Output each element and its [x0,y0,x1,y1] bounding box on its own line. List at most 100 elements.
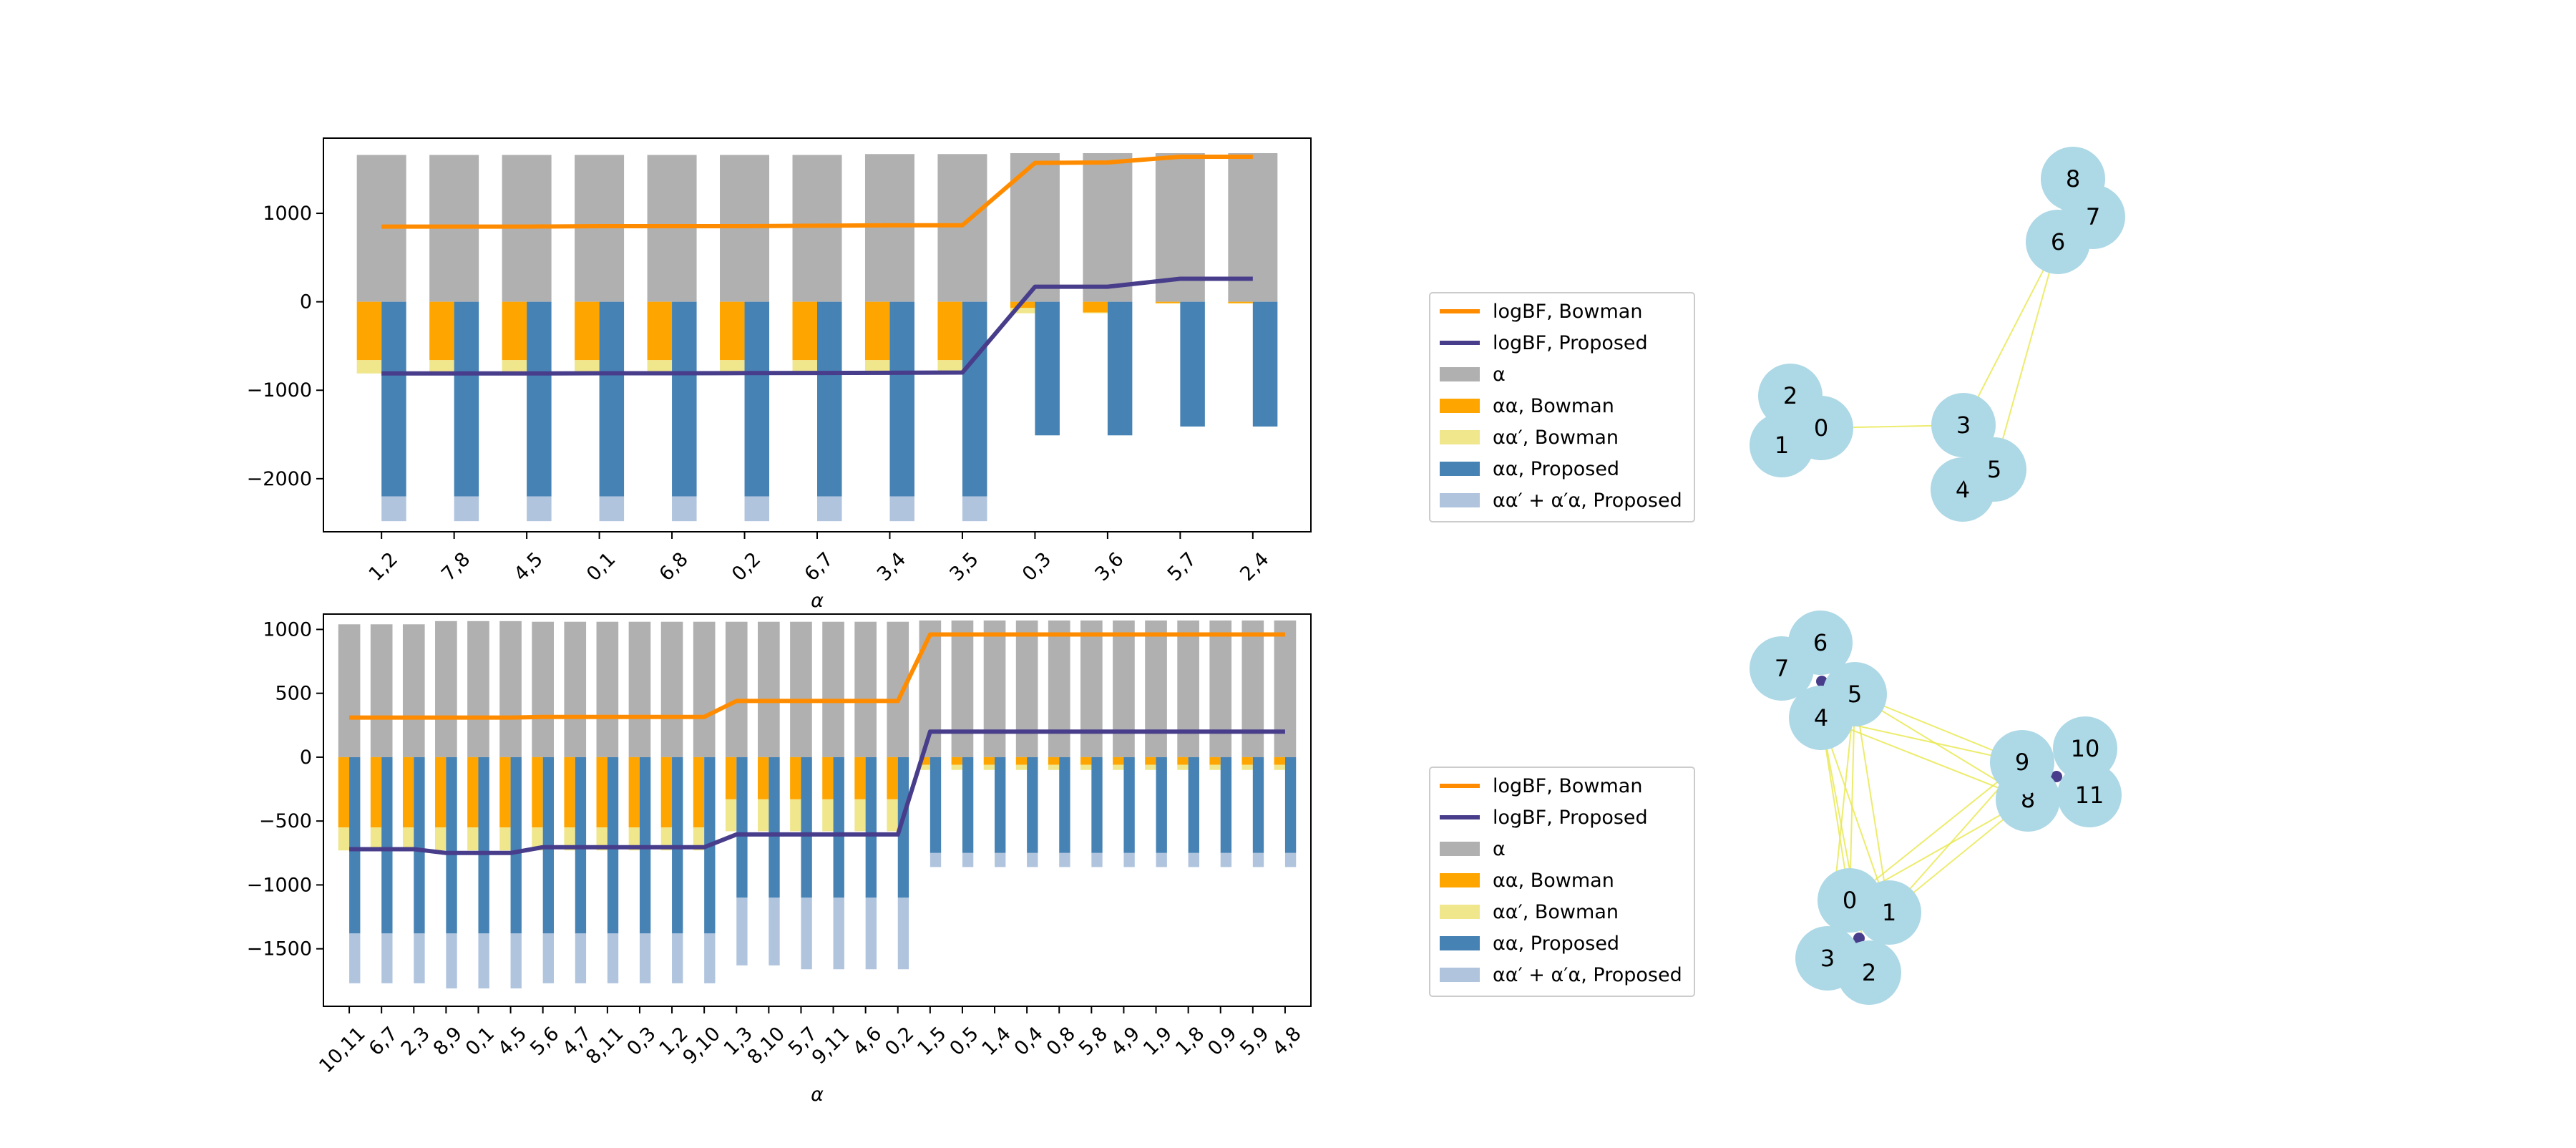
bar-alpha [758,621,780,757]
x-tick-label: 0,9 [1204,1023,1241,1060]
bar-aa-proposed [599,301,625,497]
graph-node-label: 11 [2075,782,2104,809]
bar-aa-bowman [467,757,479,828]
legend-swatch [1440,399,1480,413]
bar-aap-bowman [1145,764,1156,770]
bar-aa-proposed [510,757,522,934]
legend-entry: α [1493,364,1506,386]
x-tick-label: 1,5 [913,1023,950,1060]
graph-node-label: 0 [1814,414,1828,442]
x-tick-label: 8,11 [582,1023,628,1069]
bar-aa-proposed [897,757,909,898]
bar-aap-proposed [1123,852,1135,867]
graph-node-label: 7 [2086,203,2100,230]
bar-aa-bowman [338,757,350,828]
graph-node-label: 3 [1956,412,1971,439]
x-tick-label: 3,6 [1091,548,1128,585]
x-tick-label: 1,4 [978,1023,1015,1060]
bar-aap-bowman [720,360,745,374]
graph-edge [1820,717,1890,913]
bar-aap-bowman [1010,308,1035,313]
x-tick-label: 7,8 [437,548,474,585]
bar-aap-proposed [1091,852,1103,867]
graph-node-label: 7 [1775,655,1789,682]
legend-entry: α [1493,838,1506,860]
bar-aap-proposed [1252,852,1264,867]
bar-aap-proposed [817,496,842,522]
bar-aap-proposed [527,496,552,522]
legend-entry: αα′, Bowman [1493,901,1619,923]
x-tick-label: 0,2 [881,1023,918,1060]
bar-aa-proposed [889,301,914,497]
bar-aap-bowman [628,827,640,851]
graph-edge [1963,241,2059,426]
x-tick-label: 5,8 [1075,1023,1112,1060]
bar-aap-proposed [1188,852,1199,867]
x-tick-label: 0,2 [728,548,765,585]
chart-panel-2: 10005000−500−1000−150010,116,72,38,90,14… [247,613,1312,1106]
graph-node-label: 1 [1775,432,1789,459]
x-axis-label: α [811,1084,824,1106]
y-tick-label: 500 [275,683,312,705]
bar-aap-bowman [937,360,962,374]
bar-aap-proposed [575,933,587,983]
legend-entry: αα, Proposed [1493,458,1619,480]
bar-alpha [693,621,716,757]
graph-node [1795,926,1860,991]
x-tick-label: 0,3 [1018,548,1055,585]
bar-aa-bowman [370,757,382,828]
graph-edge [1849,762,2023,901]
graph-node [2053,716,2117,781]
graph-node [1857,880,1921,945]
bar-aa-proposed [381,757,393,934]
bar-alpha [792,155,842,302]
bar-aa-proposed [349,757,361,934]
bar-aa-bowman [822,757,834,799]
chart-panel-1: 1000 0 −1000 −2000 1,2 7,8 4,5 0,1 6,8 0,2 6,7 3,4 3… [247,137,1312,612]
series-line-proposed [381,276,1253,376]
bar-aap-bowman [887,799,898,832]
graph-edge [1994,241,2059,470]
x-tick-label: 1,2 [365,548,402,585]
bar-alpha [951,620,974,757]
bar-aa-proposed [527,301,552,497]
graph-node [1823,662,1887,726]
x-tick-label: 1,8 [1171,1023,1209,1060]
legend-1: logBF, Bowman logBF, Proposed α αα, Bowman α… [1429,292,1695,522]
legend-swatch [1440,936,1480,950]
x-axis-label: α [811,590,824,612]
bar-aap-bowman [660,827,673,851]
y-tick-label: −500 [259,810,312,832]
bar-aa-bowman [575,301,600,361]
bar-aa-proposed [1252,301,1278,427]
x-tick-label: 6,7 [800,548,837,585]
legend-entry: αα, Proposed [1493,933,1619,955]
bar-aap-bowman [499,827,511,851]
bar-aap-bowman [1274,764,1285,770]
bar-aap-proposed [962,496,987,522]
bar-aap-proposed [1284,852,1297,867]
bar-alpha [338,624,361,757]
bar-aa-proposed [769,757,780,898]
bar-aap-proposed [599,496,625,522]
bar-alpha [1241,620,1264,757]
graph-node-label: 6 [1813,629,1828,656]
legend-frame [1429,292,1695,522]
legend-entry: logBF, Bowman [1493,775,1642,797]
bar-alpha [532,621,554,757]
graph-node-label: 8 [2066,165,2080,193]
bar-aa-bowman [596,757,608,828]
x-tick-label: 3,4 [873,548,910,585]
bar-aa-proposed [817,301,842,497]
bar-aap-proposed [1027,852,1038,867]
bar-alpha [1083,153,1133,302]
bar-aap-bowman [429,360,454,374]
bar-aap-bowman [1155,303,1181,304]
bar-aap-bowman [1015,764,1028,770]
series-line-bowman [349,632,1285,720]
bar-aa-bowman [854,757,866,799]
bar-aap-bowman [532,827,543,851]
bar-aap-bowman [435,827,447,851]
graph-edge [1849,694,1855,901]
